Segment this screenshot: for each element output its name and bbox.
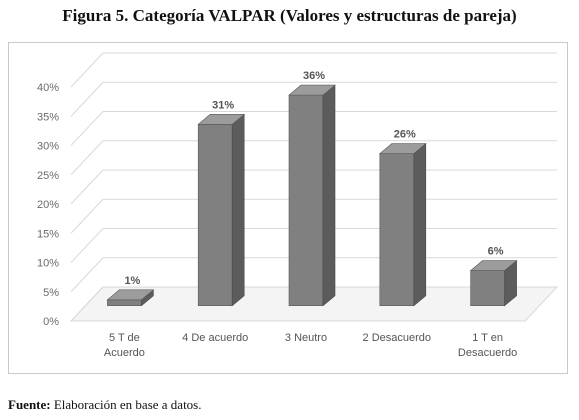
x-category-label-line: Desacuerdo xyxy=(458,347,517,359)
bar-side xyxy=(322,84,336,307)
source-label: Fuente: xyxy=(8,397,51,412)
chart-frame: 0% 5% 10% 15% 20% 25% 30% 35% 40% 1% 5 T de Acuerdo… xyxy=(8,42,568,374)
gridline-depth xyxy=(70,257,104,293)
figure-source: Fuente: Elaboración en base a datos. xyxy=(8,397,202,413)
bar-top xyxy=(106,289,155,301)
x-category-label-line: Acuerdo xyxy=(104,347,145,359)
x-category-label-line: 5 T de xyxy=(109,332,140,344)
bar xyxy=(379,153,415,307)
gridline-depth xyxy=(70,169,104,205)
x-category-label-line: 3 Neutro xyxy=(285,332,327,344)
y-tick-label: 20% xyxy=(37,199,59,211)
x-category-label-line: 1 T en xyxy=(472,332,503,344)
y-tick-label: 25% xyxy=(37,170,59,182)
data-label: 36% xyxy=(303,70,325,82)
bar xyxy=(107,299,142,307)
x-category-label: 4 De acuerdo xyxy=(182,332,248,344)
bar xyxy=(197,124,233,307)
y-tick-label: 35% xyxy=(37,111,59,123)
figure-title: Figura 5. Categoría VALPAR (Valores y es… xyxy=(62,6,517,25)
bar-side xyxy=(413,142,427,307)
bar-chart: 0% 5% 10% 15% 20% 25% 30% 35% 40% 1% 5 T de Acuerdo… xyxy=(37,52,559,359)
source-text: Elaboración en base a datos. xyxy=(50,397,202,412)
gridline-depth xyxy=(70,52,104,88)
x-category-label-line: 2 Desacuerdo xyxy=(363,332,432,344)
gridline-depth xyxy=(70,140,104,176)
y-tick-label: 10% xyxy=(37,258,59,270)
x-category-label: 3 Neutro xyxy=(285,332,327,344)
x-category-label: 2 Desacuerdo xyxy=(363,332,432,344)
y-tick-label: 30% xyxy=(37,141,59,153)
y-tick-label: 15% xyxy=(37,228,59,240)
x-category-label: 5 T de Acuerdo xyxy=(104,332,145,359)
gridline-depth xyxy=(70,111,104,146)
data-label: 31% xyxy=(212,99,234,111)
gridline-depth xyxy=(70,228,104,263)
y-tick-label: 0% xyxy=(43,316,59,328)
gridline-depth xyxy=(70,81,104,117)
data-label: 1% xyxy=(124,275,140,287)
bar-top xyxy=(288,84,336,96)
bar-top xyxy=(197,114,246,125)
x-category-label: 1 T en Desacuerdo xyxy=(458,332,517,359)
gridline-depth xyxy=(70,286,104,322)
bar xyxy=(470,270,505,307)
y-tick-label: 40% xyxy=(37,82,59,94)
data-label: 26% xyxy=(394,129,416,141)
bar xyxy=(288,94,324,307)
bar-top xyxy=(378,143,427,154)
bar-top xyxy=(469,260,518,271)
gridline-depth xyxy=(70,198,104,234)
bar-side xyxy=(231,113,245,307)
data-label: 6% xyxy=(488,246,504,258)
x-category-label-line: 4 De acuerdo xyxy=(182,332,248,344)
y-tick-label: 5% xyxy=(43,287,59,299)
